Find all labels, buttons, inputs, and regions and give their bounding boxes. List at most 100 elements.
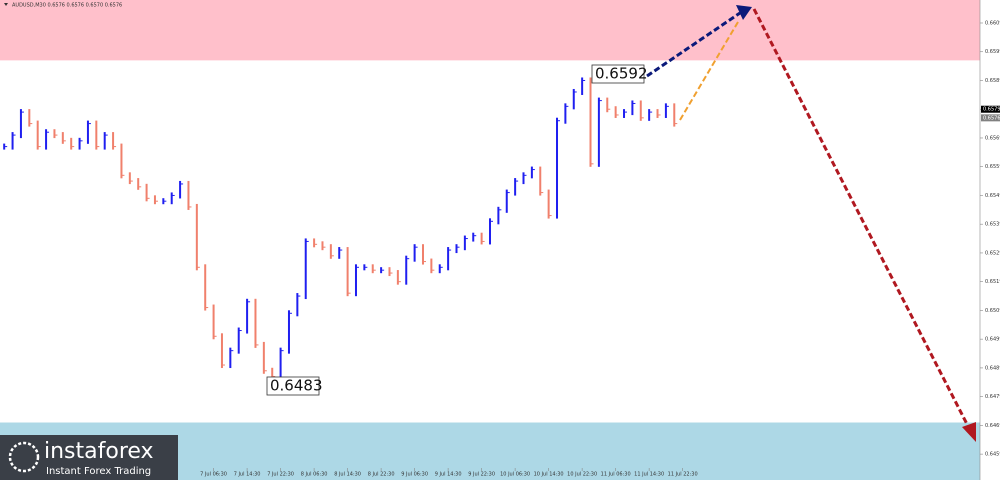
price-bar bbox=[396, 270, 399, 285]
logo: instaforex Instant Forex Trading bbox=[0, 435, 178, 480]
price-bar bbox=[455, 244, 458, 254]
title-arrow bbox=[4, 3, 8, 6]
x-tick-label: 7 Jul 22:30 bbox=[267, 472, 294, 478]
x-tick-label: 9 Jul 06:30 bbox=[401, 472, 428, 478]
price-bar bbox=[254, 298, 257, 348]
x-tick-label: 8 Jul 06:30 bbox=[301, 472, 328, 478]
x-tick-label: 10 Jul 14:30 bbox=[534, 472, 564, 478]
price-bar bbox=[547, 189, 550, 219]
y-tick-label: 0.6519 bbox=[985, 279, 1000, 285]
price-bar bbox=[581, 77, 584, 95]
y-tick-label: 0.6539 bbox=[985, 222, 1000, 228]
zone bbox=[0, 0, 980, 61]
price-bar bbox=[237, 327, 240, 354]
price-bar bbox=[530, 166, 533, 179]
price-bar bbox=[564, 103, 567, 124]
price-bar bbox=[597, 97, 600, 167]
price-bar bbox=[388, 267, 391, 277]
price-bar bbox=[321, 241, 324, 251]
x-tick-label: 11 Jul 22:30 bbox=[668, 472, 698, 478]
arrow-red bbox=[752, 8, 972, 431]
price-bar bbox=[187, 180, 190, 210]
x-tick-label: 10 Jul 06:30 bbox=[500, 472, 530, 478]
price-bar bbox=[497, 206, 500, 225]
price-bar bbox=[95, 120, 98, 150]
price-bar bbox=[128, 172, 131, 185]
price-bar bbox=[61, 132, 64, 144]
price-bar bbox=[329, 244, 332, 259]
price-bar bbox=[70, 137, 73, 150]
x-tick-label: 9 Jul 14:30 bbox=[435, 472, 462, 478]
price-bar bbox=[346, 247, 349, 297]
arrow-head bbox=[962, 422, 976, 442]
price-bar bbox=[338, 247, 341, 259]
price-bar bbox=[656, 109, 659, 118]
x-tick-label: 7 Jul 06:30 bbox=[200, 472, 227, 478]
price-bar bbox=[539, 166, 542, 196]
price-marker-label: 0.6579 bbox=[983, 107, 1000, 113]
y-tick-label: 0.6589 bbox=[985, 78, 1000, 84]
price-bar bbox=[472, 232, 475, 242]
price-bar bbox=[413, 244, 416, 262]
x-tick-label: 10 Jul 22:30 bbox=[567, 472, 597, 478]
x-tick-label: 9 Jul 22:30 bbox=[468, 472, 495, 478]
price-bar bbox=[623, 109, 626, 118]
arrow-orange bbox=[679, 21, 739, 121]
x-tick-label: 8 Jul 14:30 bbox=[334, 472, 361, 478]
logo-bg bbox=[0, 435, 178, 480]
price-marker bbox=[981, 105, 1000, 113]
price-marker bbox=[981, 114, 1000, 122]
price-marker-label: 0.6576 bbox=[983, 115, 1000, 121]
price-bar bbox=[480, 232, 483, 245]
price-bar bbox=[463, 235, 466, 251]
price-bar bbox=[648, 109, 651, 121]
price-bar bbox=[170, 192, 173, 205]
price-bar bbox=[505, 189, 508, 213]
price-bar bbox=[354, 264, 357, 297]
y-tick-label: 0.6459 bbox=[985, 452, 1000, 458]
y-tick-label: 0.6489 bbox=[985, 365, 1000, 371]
y-tick-label: 0.6549 bbox=[985, 193, 1000, 199]
y-tick-label: 0.6529 bbox=[985, 250, 1000, 256]
price-bar bbox=[489, 218, 491, 245]
price-bar bbox=[438, 264, 441, 274]
price-bar bbox=[229, 347, 232, 369]
y-tick-label: 0.6559 bbox=[985, 164, 1000, 170]
price-bar bbox=[606, 97, 609, 113]
price-bar bbox=[514, 178, 517, 196]
price-bar bbox=[53, 129, 56, 139]
y-tick-label: 0.6609 bbox=[985, 20, 1000, 26]
price-bar bbox=[86, 120, 89, 144]
price-bar bbox=[664, 103, 667, 118]
forecast-arrows bbox=[646, 5, 976, 442]
x-tick-label: 11 Jul 14:30 bbox=[634, 472, 664, 478]
price-bar bbox=[28, 109, 31, 127]
annotation-box bbox=[591, 64, 645, 84]
annotation: 0.6592 bbox=[595, 65, 648, 83]
price-bar bbox=[195, 203, 198, 271]
price-bar bbox=[421, 244, 424, 265]
price-bar bbox=[287, 310, 290, 354]
price-bar bbox=[204, 264, 207, 311]
price-bar bbox=[220, 333, 223, 369]
price-bar bbox=[589, 77, 592, 167]
y-tick-label: 0.6509 bbox=[985, 308, 1000, 314]
price-bar bbox=[572, 88, 575, 110]
x-tick-label: 8 Jul 22:30 bbox=[368, 472, 395, 478]
price-bar bbox=[639, 100, 642, 121]
price-bar bbox=[296, 293, 299, 317]
chart-title: AUDUSD,M30 0.6576 0.6576 0.6570 0.6576 bbox=[12, 3, 122, 9]
annotation: 0.6483 bbox=[270, 377, 323, 395]
y-tick-label: 0.6469 bbox=[985, 423, 1000, 429]
price-bar bbox=[19, 109, 22, 139]
y-tick-label: 0.6479 bbox=[985, 394, 1000, 400]
price-bar bbox=[556, 117, 559, 219]
y-tick-label: 0.6499 bbox=[985, 337, 1000, 343]
logo-tagline: Instant Forex Trading bbox=[46, 466, 151, 477]
price-bar bbox=[112, 132, 115, 150]
price-bar bbox=[145, 183, 148, 202]
price-bar bbox=[304, 238, 307, 300]
annotation-box bbox=[266, 376, 320, 396]
price-bar bbox=[78, 137, 81, 150]
